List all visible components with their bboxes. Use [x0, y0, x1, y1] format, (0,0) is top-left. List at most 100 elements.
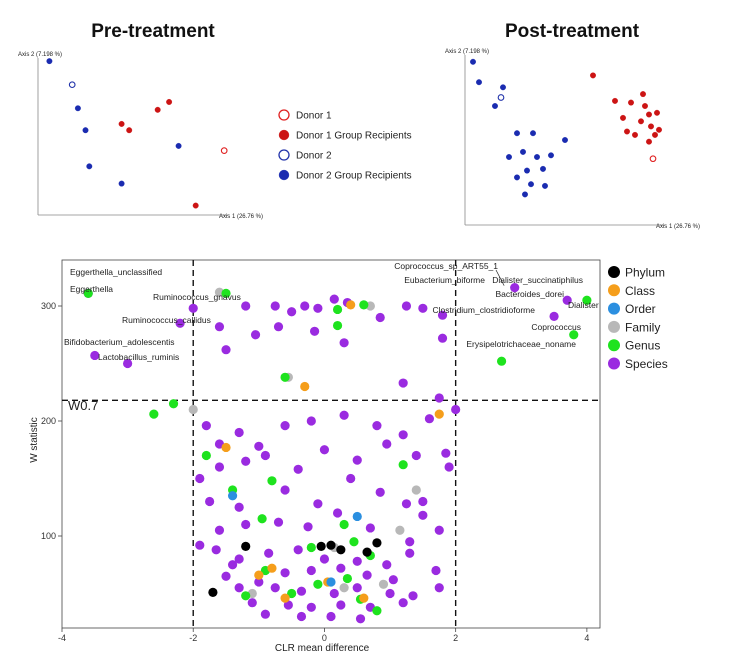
point-species-67: [211, 545, 221, 555]
post-donor-1-group-recipients-point-1: [590, 72, 596, 79]
post-donor-1-group-recipients-point-6: [632, 131, 638, 138]
point-species-99: [355, 614, 366, 624]
point-species-82: [388, 575, 398, 585]
point-genus-3: [168, 399, 179, 409]
post-donor-1-group-recipients-point-7: [638, 118, 644, 125]
annotation-ruminococcus-callidus: Ruminococcus_callidus: [122, 315, 211, 325]
post-donor-1-group-recipients-point-9: [646, 111, 652, 118]
point-species-90: [247, 598, 257, 608]
point-genus-23: [372, 606, 382, 616]
point-species-61: [273, 517, 284, 527]
post-donor-2-group-recipients-point-16: [562, 137, 568, 143]
annotation-coprococcus-sp-art55-1: Coprococcus_sp_ART55_1: [394, 261, 498, 271]
point-phylum-2: [208, 587, 218, 597]
pre-donor-2-group-recipients-point-1: [46, 58, 53, 65]
point-species-47: [319, 445, 330, 455]
point-genus-12: [201, 450, 211, 461]
post-donor-2-group-recipients-point-13: [514, 174, 520, 181]
legend-marker-class: [608, 284, 620, 297]
legend-marker-donor-1: [278, 109, 290, 121]
point-class-9: [280, 593, 290, 603]
point-species-53: [280, 485, 290, 495]
point-genus-16: [306, 542, 316, 553]
point-genus-11: [582, 295, 592, 305]
post-treatment-panel: Post-treatment Axis 2 (7.198 %) Axis 1 (2…: [445, 21, 700, 230]
annotation-erysipelotrichaceae-noname: Erysipelotrichaceae_noname: [466, 339, 576, 349]
legend-label-family: Family: [625, 320, 660, 334]
pre-x-axis-label: Axis 1 (26.76 %): [219, 214, 263, 220]
point-species-11: [300, 301, 310, 311]
pre-donor-2-point-1: [68, 81, 76, 89]
point-species-91: [283, 600, 293, 610]
annotation-eggerthella-unclassified: Eggerthella_unclassified: [70, 267, 162, 277]
pre-donor-2-group-recipients-point-5: [118, 180, 125, 187]
point-genus-2: [221, 288, 231, 298]
annotation-eggerthella: Eggerthella: [70, 284, 113, 294]
point-genus-5: [359, 300, 369, 310]
point-species-44: [241, 456, 251, 466]
point-species-100: [227, 560, 238, 570]
point-species-75: [431, 565, 441, 576]
point-family-5: [411, 485, 421, 495]
point-species-48: [352, 455, 362, 465]
legend-marker-phylum: [608, 266, 620, 278]
point-species-35: [306, 416, 316, 426]
post-donor-1-group-recipients-point-15: [640, 91, 646, 98]
pre-y-axis-label: Axis 2 (7.198 %): [18, 52, 62, 58]
point-species-32: [234, 427, 244, 438]
point-class-2: [300, 381, 310, 392]
w-statistic-plot: -4 -2 0 2 4 100 200 300 Eggerthella_unclassifie…: [29, 259, 601, 654]
legend-marker-genus: [608, 339, 620, 352]
point-family-9: [378, 579, 389, 589]
point-species-15: [375, 312, 385, 323]
point-genus-14: [267, 476, 277, 486]
point-species-18: [437, 310, 448, 320]
x-tick-label-4: -4: [58, 633, 66, 643]
pre-donor-2-group-recipients-point-4: [86, 163, 93, 170]
post-donor-1-group-recipients-point-2: [612, 97, 618, 104]
post-donor-2-group-recipients-point-2: [476, 79, 482, 86]
point-species-84: [270, 583, 280, 593]
point-species-66: [434, 525, 444, 535]
x-tick-label-2: 2: [453, 633, 458, 643]
point-species-86: [329, 588, 339, 599]
point-species-54: [313, 499, 323, 509]
point-species-40: [441, 448, 451, 458]
post-donor-1-group-recipients-point-12: [654, 109, 660, 116]
legend-marker-donor-2-group-recipients: [278, 169, 290, 181]
point-species-2: [90, 350, 100, 361]
point-species-83: [234, 583, 244, 593]
point-species-19: [437, 333, 448, 343]
legend-label-phylum: Phylum: [625, 266, 665, 280]
pre-donor-1-group-recipients-point-5: [192, 202, 199, 209]
point-phylum-6: [372, 538, 382, 548]
w-statistic-points: [83, 283, 592, 624]
point-species-27: [339, 338, 349, 348]
point-species-17: [418, 303, 428, 313]
point-species-80: [336, 563, 346, 573]
point-species-49: [382, 439, 392, 449]
annotation-leader-coprococcus-sp-art55-1: [495, 269, 505, 286]
point-species-4: [175, 318, 185, 328]
point-family-10: [339, 583, 349, 593]
point-genus-7: [332, 320, 343, 331]
point-genus-13: [398, 460, 408, 470]
post-donor-1-group-recipients-point-11: [652, 131, 658, 138]
point-species-74: [405, 548, 415, 558]
pre-donor-2-group-recipients-point-2: [74, 105, 81, 112]
point-species-93: [336, 600, 346, 610]
x-tick-label-2: -2: [189, 633, 197, 643]
point-species-33: [254, 441, 264, 451]
point-family-2: [188, 404, 198, 415]
post-donor-2-group-recipients-point-5: [514, 130, 520, 137]
annotation-eubacterium-biforme: Eubacterium_biforme: [404, 275, 485, 285]
threshold-label: W0.7: [68, 398, 98, 413]
point-species-42: [195, 473, 205, 484]
point-species-30: [201, 421, 211, 431]
post-donor-2-group-recipients-point-3: [492, 103, 498, 109]
point-species-77: [254, 577, 264, 587]
point-species-70: [293, 545, 303, 555]
point-phylum-5: [336, 545, 346, 555]
y-tick-label-300: 300: [41, 301, 56, 311]
